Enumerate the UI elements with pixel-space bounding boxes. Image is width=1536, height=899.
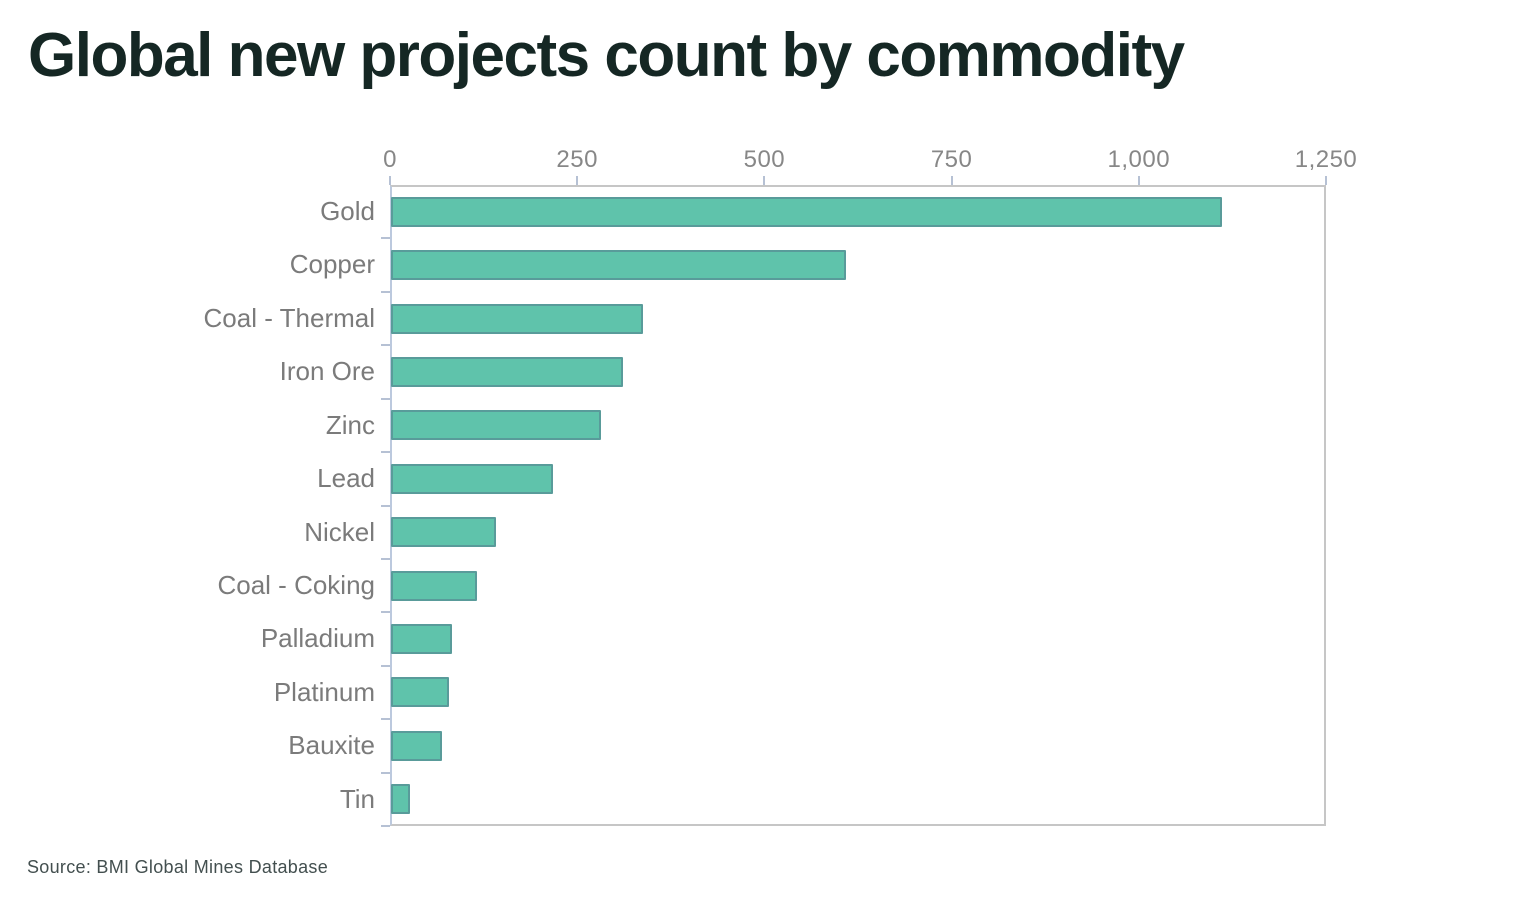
category-label: Iron Ore xyxy=(279,356,375,387)
band-tick xyxy=(381,504,390,507)
x-tick-mark xyxy=(389,176,391,185)
x-tick-label: 1,000 xyxy=(1107,146,1171,173)
bar xyxy=(391,784,410,815)
bar xyxy=(391,410,601,441)
bar xyxy=(391,730,442,761)
x-tick-label: 0 xyxy=(383,146,397,173)
category-label: Bauxite xyxy=(288,730,375,761)
category-label: Palladium xyxy=(260,623,375,654)
source-caption: Source: BMI Global Mines Database xyxy=(27,857,329,877)
bar xyxy=(391,624,452,655)
bar xyxy=(391,677,449,708)
band-tick xyxy=(381,664,390,667)
bar xyxy=(391,463,553,494)
x-tick-label: 500 xyxy=(743,146,786,173)
category-label: Gold xyxy=(320,196,375,226)
category-label: Coal - Coking xyxy=(217,569,375,600)
category-label: Copper xyxy=(289,249,375,280)
category-label: Platinum xyxy=(273,676,375,707)
bar xyxy=(391,570,478,601)
x-tick-mark xyxy=(1137,176,1140,185)
bar xyxy=(391,303,643,334)
bar xyxy=(391,250,846,281)
band-tick xyxy=(381,611,390,614)
category-label: Lead xyxy=(317,463,375,494)
x-tick-label: 1,250 xyxy=(1294,146,1358,173)
category-label: Tin xyxy=(339,783,375,814)
category-label: Coal - Thermal xyxy=(203,302,375,333)
x-tick-mark xyxy=(950,176,953,185)
bar xyxy=(391,356,624,387)
band-tick xyxy=(381,825,390,827)
band-tick xyxy=(381,344,390,347)
band-tick xyxy=(381,557,390,560)
band-tick xyxy=(381,718,390,721)
category-label: Zinc xyxy=(325,409,375,440)
x-tick-mark xyxy=(576,176,579,185)
x-tick-mark xyxy=(763,176,766,185)
x-tick-label: 750 xyxy=(930,146,973,173)
plot-area xyxy=(390,185,1326,826)
x-tick-mark xyxy=(1325,176,1327,185)
category-label: Nickel xyxy=(304,516,375,547)
bar xyxy=(391,517,496,548)
band-tick xyxy=(381,771,390,774)
band-tick xyxy=(381,397,390,400)
band-tick xyxy=(381,237,390,240)
x-tick-label: 250 xyxy=(556,146,598,173)
band-tick xyxy=(381,290,390,293)
band-tick xyxy=(381,451,390,454)
bar xyxy=(391,196,1223,227)
chart-title: Global new projects count by commodity xyxy=(28,21,1185,90)
